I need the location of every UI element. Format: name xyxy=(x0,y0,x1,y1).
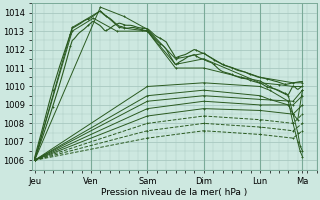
X-axis label: Pression niveau de la mer( hPa ): Pression niveau de la mer( hPa ) xyxy=(101,188,247,197)
